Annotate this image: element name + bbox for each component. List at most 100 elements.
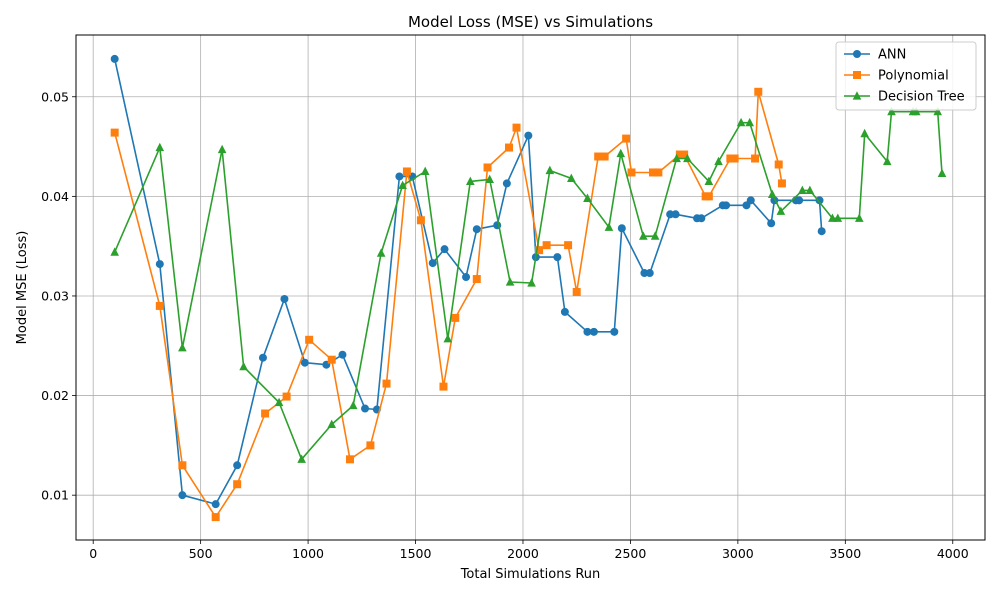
data-point-decision-tree bbox=[854, 213, 864, 222]
legend-item-polynomial: Polynomial bbox=[844, 69, 949, 84]
data-point-decision-tree bbox=[110, 247, 119, 256]
legend: ANN Polynomial Decision Tree bbox=[835, 41, 977, 111]
data-point-decision-tree bbox=[527, 278, 536, 287]
legend-swatch-marker bbox=[852, 91, 862, 100]
data-point-ann bbox=[645, 269, 654, 278]
data-point-decision-tree bbox=[274, 397, 284, 407]
data-point-polynomial bbox=[777, 179, 786, 188]
data-point-ann bbox=[617, 224, 626, 233]
data-point-decision-tree bbox=[505, 277, 515, 286]
y-tick-label: 0.01 bbox=[41, 488, 69, 503]
data-point-polynomial bbox=[754, 87, 763, 96]
data-point-polynomial bbox=[178, 461, 187, 470]
data-point-decision-tree bbox=[583, 193, 592, 202]
data-point-decision-tree bbox=[745, 117, 754, 127]
data-point-ann bbox=[697, 214, 706, 223]
data-point-decision-tree bbox=[604, 222, 614, 231]
data-point-polynomial bbox=[542, 241, 551, 250]
data-point-ann bbox=[795, 196, 804, 205]
data-point-polynomial bbox=[345, 455, 354, 464]
x-tick-label: 1500 bbox=[400, 546, 432, 561]
data-point-decision-tree bbox=[736, 117, 746, 127]
x-tick-label: 4000 bbox=[937, 546, 969, 561]
legend-label: Polynomial bbox=[878, 69, 949, 84]
data-point-polynomial bbox=[439, 382, 448, 391]
data-point-polynomial bbox=[155, 301, 164, 310]
data-point-ann bbox=[589, 327, 598, 336]
data-point-decision-tree bbox=[178, 342, 187, 352]
data-point-polynomial bbox=[627, 168, 636, 177]
data-point-ann bbox=[722, 201, 731, 210]
series-line-decision-tree bbox=[113, 110, 943, 461]
data-point-ann bbox=[502, 179, 511, 188]
data-point-decision-tree bbox=[860, 128, 869, 138]
data-point-polynomial bbox=[594, 152, 603, 161]
data-point-polynomial bbox=[774, 160, 783, 169]
data-point-decision-tree bbox=[376, 248, 386, 257]
data-point-polynomial bbox=[654, 168, 663, 177]
x-axis-label: Total Simulations Run bbox=[460, 567, 601, 582]
data-point-decision-tree bbox=[776, 206, 786, 215]
data-point-ann bbox=[553, 253, 562, 262]
data-point-ann bbox=[671, 210, 680, 219]
data-point-polynomial bbox=[416, 216, 425, 225]
data-point-polynomial bbox=[704, 192, 713, 201]
legend-item-ann: ANN bbox=[844, 48, 906, 63]
data-point-decision-tree bbox=[297, 454, 306, 463]
data-point-polynomial bbox=[675, 150, 684, 159]
data-point-ann bbox=[462, 273, 471, 282]
data-point-polynomial bbox=[622, 134, 631, 143]
data-point-decision-tree bbox=[443, 333, 453, 343]
data-point-ann bbox=[583, 327, 592, 336]
x-tick-label: 3500 bbox=[829, 546, 861, 561]
data-point-decision-tree bbox=[217, 144, 227, 154]
y-axis-label: Model MSE (Loss) bbox=[15, 231, 30, 345]
data-point-polynomial bbox=[472, 275, 481, 284]
x-tick-label: 2500 bbox=[615, 546, 647, 561]
data-point-polynomial bbox=[211, 513, 220, 522]
data-point-decision-tree bbox=[485, 174, 494, 184]
data-point-polynomial bbox=[535, 246, 544, 255]
series-polynomial bbox=[110, 87, 786, 522]
data-point-polynomial bbox=[600, 152, 609, 161]
data-point-decision-tree bbox=[933, 106, 943, 116]
y-tick-label: 0.02 bbox=[41, 388, 69, 403]
data-point-ann bbox=[155, 260, 164, 269]
data-point-decision-tree bbox=[911, 106, 921, 116]
data-point-polynomial bbox=[382, 379, 391, 388]
x-tick-label: 0 bbox=[89, 546, 97, 561]
y-tick-label: 0.03 bbox=[41, 288, 69, 303]
data-point-ann bbox=[746, 196, 755, 205]
data-point-ann bbox=[338, 350, 347, 359]
data-point-ann bbox=[524, 131, 533, 140]
data-point-polynomial bbox=[233, 480, 242, 489]
data-point-decision-tree bbox=[348, 400, 358, 410]
data-point-ann bbox=[211, 500, 220, 509]
data-point-polynomial bbox=[648, 168, 657, 177]
legend-label: Decision Tree bbox=[878, 90, 965, 105]
data-point-ann bbox=[767, 219, 776, 228]
data-point-decision-tree bbox=[937, 168, 947, 178]
data-point-polynomial bbox=[726, 154, 735, 163]
data-point-decision-tree bbox=[805, 185, 815, 194]
x-tick-label: 1000 bbox=[292, 546, 324, 561]
data-point-decision-tree bbox=[239, 361, 248, 371]
data-point-ann bbox=[110, 54, 119, 63]
data-point-polynomial bbox=[505, 143, 514, 152]
data-point-decision-tree bbox=[466, 176, 475, 186]
data-point-decision-tree bbox=[398, 180, 407, 190]
data-point-ann bbox=[258, 353, 267, 362]
data-point-polynomial bbox=[366, 441, 375, 450]
data-point-decision-tree bbox=[616, 148, 626, 158]
data-point-ann bbox=[817, 227, 826, 236]
data-point-decision-tree bbox=[327, 419, 337, 429]
data-point-decision-tree bbox=[887, 106, 896, 116]
data-point-polynomial bbox=[564, 241, 573, 250]
legend-swatch-marker bbox=[853, 71, 861, 79]
data-point-ann bbox=[815, 196, 824, 205]
data-point-polynomial bbox=[402, 167, 411, 176]
data-point-decision-tree bbox=[567, 173, 576, 183]
data-point-polynomial bbox=[305, 335, 314, 344]
